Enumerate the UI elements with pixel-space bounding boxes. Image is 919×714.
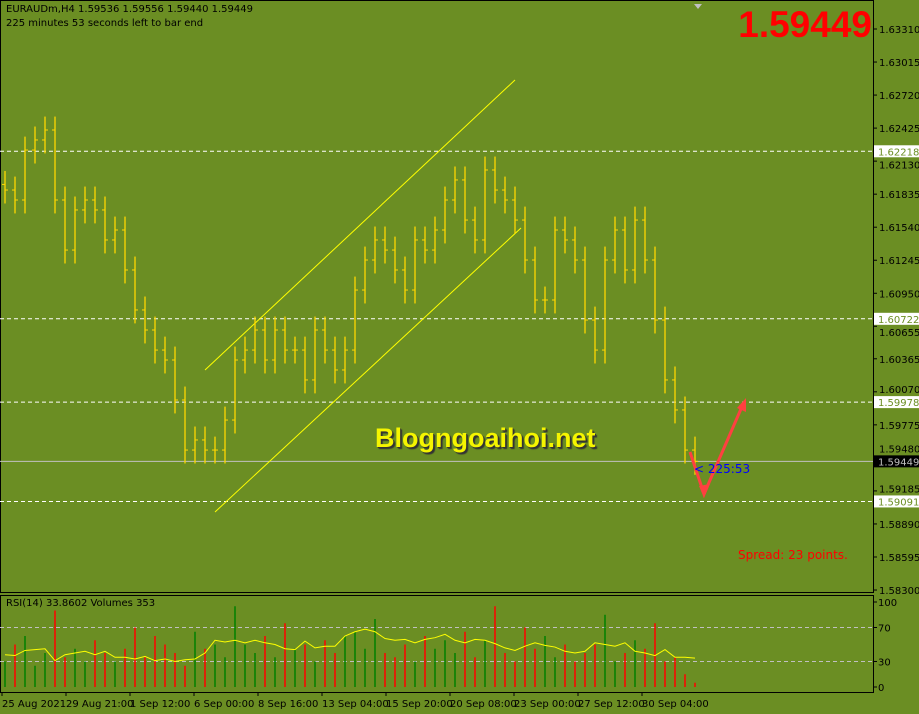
arrow-head-up (737, 398, 746, 412)
price-tick-label: 1.58300 (879, 586, 919, 597)
price-tick-label: 1.60070 (879, 385, 919, 396)
rsi-tick-label: 100 (878, 598, 897, 609)
bar-timer-label: 225 minutes 53 seconds left to bar end (6, 18, 204, 29)
time-tick-label: 1 Sep 12:00 (130, 699, 190, 710)
price-tick-label: 1.62130 (879, 160, 919, 171)
channel-upper-line (204, 79, 516, 371)
chart-shift-marker (694, 4, 702, 9)
price-tick-label: 1.61245 (879, 256, 919, 267)
time-tick-label: 8 Sep 16:00 (258, 699, 318, 710)
price-tick-label: 1.59480 (879, 444, 919, 455)
spread-label: Spread: 23 points. (738, 548, 848, 562)
price-tick-label: 1.60655 (879, 328, 919, 339)
time-tick-label: 15 Sep 20:00 (386, 699, 453, 710)
price-tick-label: 1.58890 (879, 520, 919, 531)
price-tick-label: 1.62425 (879, 124, 919, 135)
rsi-tick-label: 30 (878, 658, 891, 669)
rsi-tick-label: 70 (878, 624, 891, 635)
rsi-tick-label: 0 (878, 683, 884, 694)
level-price-label: 1.59091 (878, 497, 919, 508)
level-price-label: 1.62218 (878, 147, 919, 158)
price-tick-label: 1.61540 (879, 223, 919, 234)
symbol-ohlc-label: EURAUDm,H4 1.59536 1.59556 1.59440 1.594… (6, 4, 253, 15)
bid-price-label: 1.59449 (878, 457, 919, 468)
level-price-tag (874, 145, 919, 158)
price-tick-label: 1.58595 (879, 553, 919, 564)
time-tick-label: 27 Sep 12:00 (578, 699, 645, 710)
price-tick-label: 1.59185 (879, 484, 919, 495)
indicator-pane-frame (0, 595, 874, 693)
time-tick-label: 6 Sep 00:00 (194, 699, 254, 710)
forecast-arrow (688, 401, 746, 499)
time-tick-label: 29 Aug 21:00 (66, 699, 133, 710)
level-price-tag (874, 312, 919, 325)
bid-price-tag (874, 455, 919, 468)
time-tick-label: 25 Aug 2021 (2, 699, 66, 710)
price-tick-label: 1.59775 (879, 421, 919, 432)
current-price-display: 1.59449 (738, 4, 872, 45)
price-tick-label: 1.61835 (879, 190, 919, 201)
price-tick-label: 1.63310 (879, 25, 919, 36)
level-price-label: 1.59978 (878, 398, 919, 409)
rsi-line (4, 628, 696, 663)
time-tick-label: 30 Sep 04:00 (642, 699, 709, 710)
arrow-head-down (699, 484, 710, 498)
time-tick-label: 20 Sep 08:00 (450, 699, 517, 710)
price-tick-label: 1.62720 (879, 91, 919, 102)
price-tick-label: 1.60950 (879, 289, 919, 300)
price-tick-label: 1.63015 (879, 58, 919, 69)
time-tick-label: 23 Sep 00:00 (514, 699, 581, 710)
indicator-label: RSI(14) 33.8602 Volumes 353 (6, 598, 156, 609)
watermark: Blogngoaihoi.net (375, 423, 596, 453)
time-tick-label: 13 Sep 04:00 (322, 699, 389, 710)
channel-lower-line (214, 227, 522, 513)
level-price-tag (874, 396, 919, 409)
main-pane-frame (0, 0, 874, 593)
bar-countdown: < 225:53 (694, 462, 751, 476)
price-tick-label: 1.60365 (879, 355, 919, 366)
level-price-label: 1.60722 (878, 315, 919, 326)
level-price-tag (874, 495, 919, 508)
